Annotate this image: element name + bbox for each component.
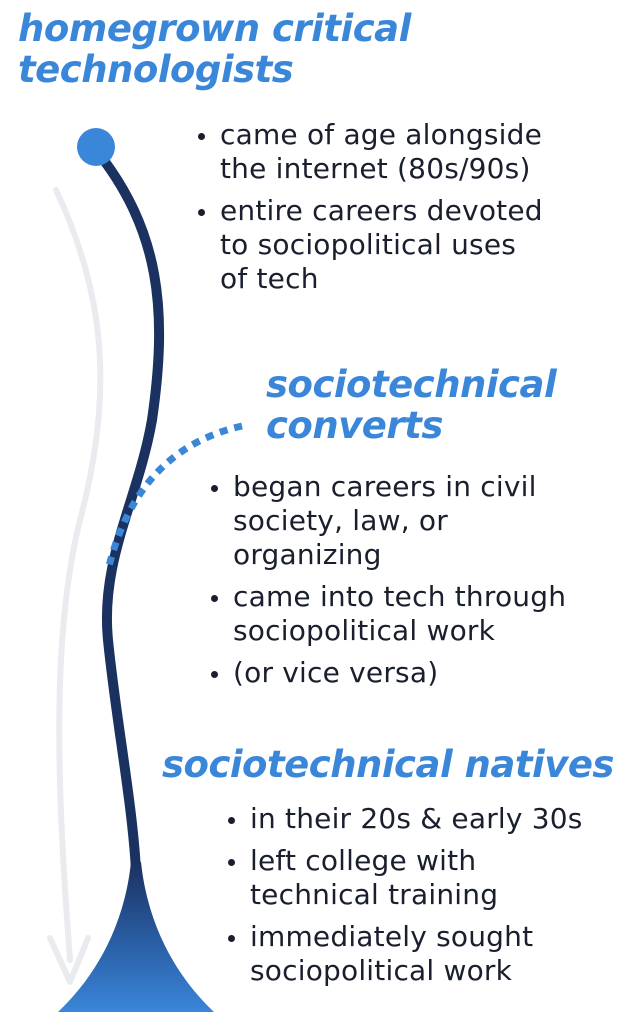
bullet-line: came into tech through [233,580,567,613]
heading-line: sociotechnical [266,363,557,406]
timeline-start-dot [77,128,115,166]
timeline-flare [58,862,214,1012]
bullet-line: society, law, or [233,504,448,537]
homegrown-bullet-list: came of age alongside the internet (80s/… [196,118,543,296]
bullet-item: came into tech through sociopolitical wo… [209,580,566,648]
bullet-line: sociopolitical work [233,614,496,647]
heading-sociotechnical-natives: sociotechnical natives [162,744,614,785]
bullet-item: immediately sought sociopolitical work [226,920,583,988]
heading-line: sociotechnical natives [162,743,614,786]
bullet-line: (or vice versa) [233,656,439,689]
bullet-item: left college with technical training [226,844,583,912]
heading-sociotechnical-converts: sociotechnical converts [266,363,557,447]
heading-line: converts [266,404,443,447]
timeline-line [91,145,165,875]
bullet-line: came of age alongside [220,118,543,151]
heading-homegrown-critical-technologists: homegrown critical technologists [18,8,411,90]
bullet-item: entire careers devoted to sociopolitical… [196,194,543,296]
heading-line: homegrown critical [18,7,411,50]
bullet-line: immediately sought [250,920,534,953]
bullet-line: to sociopolitical uses [220,228,517,261]
natives-bullet-list: in their 20s & early 30s left college wi… [226,802,583,988]
bullet-line: began careers in civil [233,470,537,503]
bullet-item: in their 20s & early 30s [226,802,583,836]
converts-bullet-list: began careers in civil society, law, or … [209,470,566,690]
bullet-line: entire careers devoted [220,194,543,227]
bullet-item: began careers in civil society, law, or … [209,470,566,572]
bullet-line: left college with [250,844,477,877]
heading-line: technologists [18,48,294,91]
bullet-line: in their 20s & early 30s [250,802,583,835]
time-arrow-head [47,935,91,985]
bullet-line: the internet (80s/90s) [220,152,531,185]
bullet-line: organizing [233,538,382,571]
bullet-item: (or vice versa) [209,656,566,690]
converts-branch-dotted-line [104,422,243,571]
bullet-line: sociopolitical work [250,954,513,987]
bullet-line: of tech [220,262,319,295]
bullet-line: technical training [250,878,499,911]
bullet-item: came of age alongside the internet (80s/… [196,118,543,186]
time-arrow-shaft [53,187,104,963]
